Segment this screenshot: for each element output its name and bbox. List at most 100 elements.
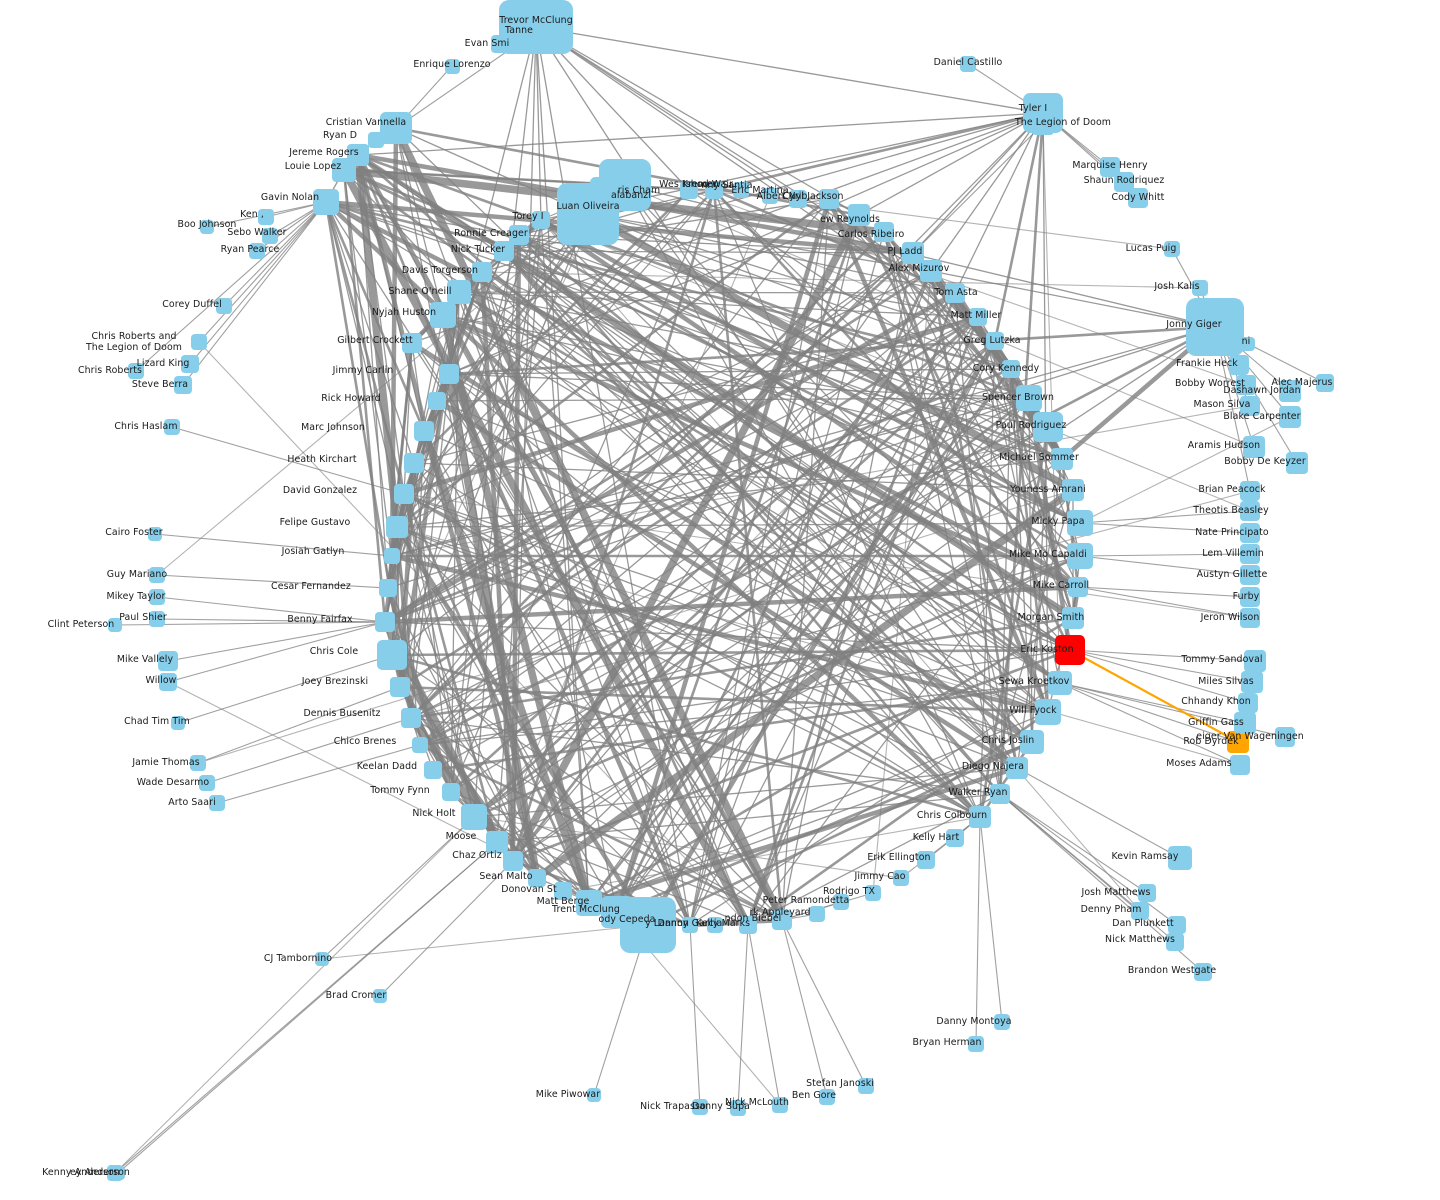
graph-node[interactable] [986,332,1004,350]
graph-node[interactable] [447,280,471,304]
graph-node[interactable] [424,761,442,779]
graph-node[interactable] [1240,608,1260,628]
graph-node[interactable] [1062,607,1084,629]
graph-node[interactable] [148,527,162,541]
graph-node[interactable] [1194,963,1212,981]
graph-node[interactable] [442,783,460,801]
graph-node[interactable] [332,158,356,182]
graph-node[interactable] [1244,650,1266,672]
graph-node[interactable] [1131,902,1149,920]
graph-node[interactable] [917,851,935,869]
graph-node[interactable] [730,1100,746,1116]
graph-node[interactable] [587,1088,601,1102]
graph-node[interactable] [1234,712,1256,734]
graph-node[interactable] [216,298,232,314]
graph-node[interactable] [1186,298,1244,356]
graph-node[interactable] [902,242,924,264]
graph-node[interactable] [128,363,144,379]
graph-node[interactable] [315,952,329,966]
graph-node[interactable] [199,775,215,791]
graph-node[interactable] [521,30,535,44]
graph-node[interactable] [149,611,165,627]
graph-node[interactable] [394,484,414,504]
graph-node[interactable] [412,737,428,753]
graph-node[interactable] [111,1166,125,1180]
graph-node[interactable] [576,890,602,916]
graph-node[interactable] [968,1036,984,1052]
graph-node[interactable] [1240,544,1260,564]
graph-node[interactable] [190,755,206,771]
graph-node[interactable] [1240,523,1260,543]
graph-node[interactable] [494,241,514,261]
graph-node[interactable] [1238,693,1258,713]
graph-node[interactable] [554,882,572,900]
graph-node[interactable] [262,228,278,244]
graph-node[interactable] [164,419,180,435]
graph-node[interactable] [402,333,422,353]
graph-node[interactable] [1128,188,1148,208]
graph-node[interactable] [377,640,407,670]
graph-node[interactable] [1240,396,1260,416]
graph-node[interactable] [858,1078,874,1094]
graph-node[interactable] [994,1014,1010,1030]
graph-node[interactable] [848,204,870,226]
graph-node[interactable] [1067,510,1093,536]
graph-node[interactable] [1286,452,1308,474]
graph-node[interactable] [1230,755,1250,775]
graph-node[interactable] [1275,727,1295,747]
graph-node[interactable] [444,58,460,74]
graph-node[interactable] [1240,587,1260,607]
graph-node[interactable] [171,716,185,730]
graph-node[interactable] [707,917,723,933]
graph-node[interactable] [1062,479,1084,501]
graph-node[interactable] [404,453,424,473]
graph-node[interactable] [159,673,177,691]
graph-node[interactable] [733,182,749,198]
graph-node[interactable] [209,795,225,811]
graph-node[interactable] [191,334,207,350]
graph-node[interactable] [1279,406,1301,428]
graph-node[interactable] [1279,380,1301,402]
graph-node[interactable] [1067,543,1093,569]
graph-node[interactable] [1168,916,1186,934]
graph-node[interactable] [833,894,849,910]
graph-node[interactable] [590,177,620,207]
graph-node[interactable] [401,708,421,728]
graph-node[interactable] [945,283,965,303]
graph-node[interactable] [819,189,839,209]
graph-node[interactable] [1192,280,1208,296]
graph-node[interactable] [491,35,509,53]
graph-node[interactable] [200,220,214,234]
graph-node[interactable] [819,1089,835,1105]
graph-node[interactable] [379,579,397,597]
graph-node[interactable] [969,806,991,828]
graph-node[interactable] [461,804,487,830]
graph-node[interactable] [258,209,274,225]
graph-node[interactable] [472,262,492,282]
graph-node[interactable] [601,896,633,928]
graph-node[interactable] [428,392,446,410]
graph-node[interactable] [414,421,434,441]
graph-node[interactable] [486,831,508,853]
graph-node[interactable] [439,364,459,384]
graph-node[interactable] [390,677,410,697]
graph-node[interactable] [532,211,550,229]
graph-node[interactable] [772,1097,788,1113]
graph-node[interactable] [528,869,546,887]
graph-node[interactable] [1051,448,1073,470]
graph-node[interactable] [174,376,192,394]
graph-node[interactable] [368,132,384,148]
graph-node[interactable] [762,188,778,204]
graph-node[interactable] [375,612,395,632]
graph-node[interactable] [1241,671,1263,693]
graph-node[interactable] [1138,884,1156,902]
graph-node[interactable] [809,906,825,922]
graph-node[interactable] [1033,412,1063,442]
graph-node[interactable] [430,302,456,328]
graph-node[interactable] [969,308,987,326]
graph-node[interactable] [373,989,387,1003]
graph-node[interactable] [1016,385,1042,411]
graph-node[interactable] [1229,355,1249,375]
graph-node[interactable] [692,1099,708,1115]
graph-node[interactable] [1164,241,1180,257]
